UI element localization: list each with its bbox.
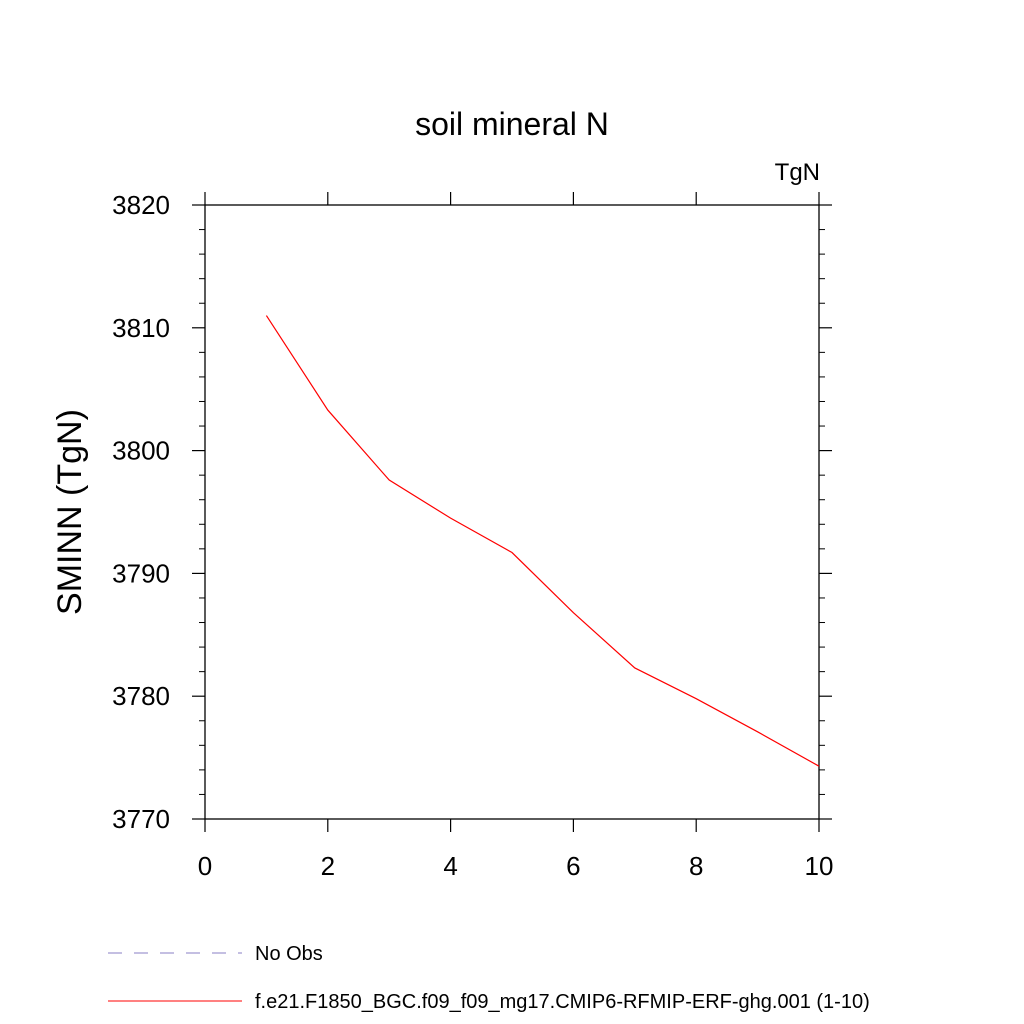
y-tick-label: 3810: [112, 313, 170, 343]
x-tick-labels: 0 2 4 6 8 10: [198, 851, 834, 881]
series-line-0: [265, 315, 820, 767]
legend-label-model-run: f.e21.F1850_BGC.f09_f09_mg17.CMIP6-RFMIP…: [255, 991, 870, 1013]
y-tick-label: 3820: [112, 190, 170, 220]
y-tick-label: 3800: [112, 436, 170, 466]
y-axis-label: SMINN (TgN): [51, 409, 89, 615]
x-tick-label: 0: [198, 851, 212, 881]
x-tick-label: 2: [321, 851, 335, 881]
y-tick-label: 3790: [112, 558, 170, 588]
x-tick-label: 8: [689, 851, 703, 881]
chart-title: soil mineral N: [415, 106, 609, 142]
legend: No Obs f.e21.F1850_BGC.f09_f09_mg17.CMIP…: [108, 943, 870, 1013]
x-tick-label: 10: [805, 851, 834, 881]
y-tick-label: 3770: [112, 804, 170, 834]
x-tick-label: 6: [566, 851, 580, 881]
series-group: [265, 315, 820, 767]
x-tick-label: 4: [443, 851, 457, 881]
y-tick-labels: 3770 3780 3790 3800 3810 3820: [112, 190, 170, 834]
legend-label-no-obs: No Obs: [255, 943, 323, 965]
plot-frame: [204, 204, 820, 820]
axis-ticks: [192, 192, 832, 832]
units-label: TgN: [775, 159, 820, 186]
y-tick-label: 3780: [112, 681, 170, 711]
